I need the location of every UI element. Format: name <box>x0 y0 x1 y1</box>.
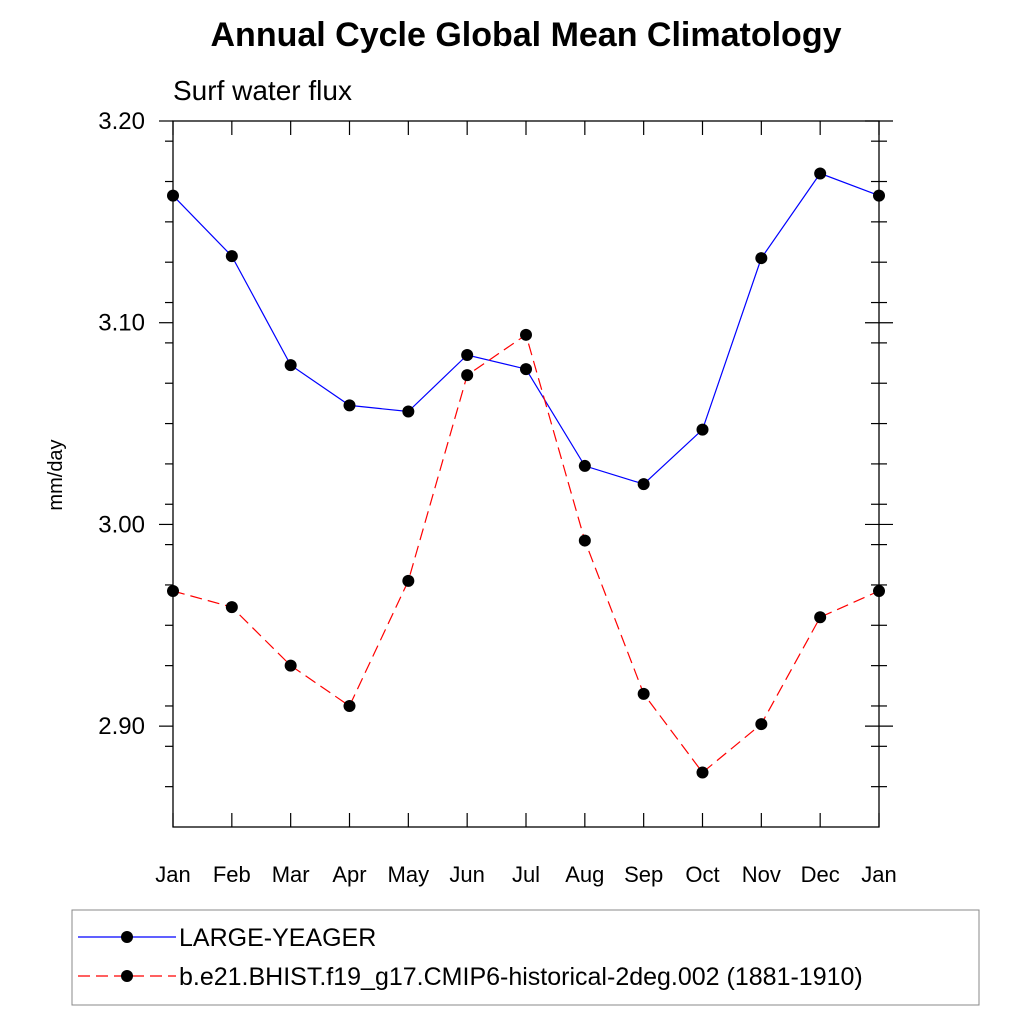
data-point <box>578 459 591 472</box>
x-tick-label: Jun <box>449 862 484 887</box>
data-point <box>225 250 238 263</box>
data-point <box>225 601 238 614</box>
data-point <box>402 574 415 587</box>
data-point <box>755 718 768 731</box>
x-tick-label: May <box>388 862 430 887</box>
y-tick-label: 3.00 <box>98 511 145 538</box>
x-tick-label: Apr <box>332 862 366 887</box>
data-point <box>814 167 827 180</box>
y-tick-label: 2.90 <box>98 713 145 740</box>
series-line-0 <box>172 172 880 485</box>
data-point <box>637 687 650 700</box>
axis-ticks <box>159 120 893 827</box>
legend-box <box>71 909 980 1006</box>
data-point <box>167 189 179 202</box>
chart-title: Annual Cycle Global Mean Climatology <box>211 16 842 54</box>
data-point <box>284 359 297 372</box>
series-line-1 <box>172 333 880 774</box>
x-tick-label: Jul <box>512 862 540 887</box>
legend-label: LARGE-YEAGER <box>179 924 376 952</box>
data-point <box>873 584 885 597</box>
data-point <box>343 399 356 412</box>
data-point <box>637 478 650 491</box>
x-tick-label: Oct <box>685 862 719 887</box>
data-point <box>814 611 827 624</box>
y-axis-label: mm/day <box>45 439 67 510</box>
data-point <box>461 369 474 382</box>
x-tick-label: Feb <box>213 862 251 887</box>
legend-marker <box>121 931 133 943</box>
legend-marker <box>121 970 133 982</box>
data-point <box>167 584 179 597</box>
data-point <box>578 534 591 547</box>
data-point <box>696 766 709 779</box>
data-point <box>284 659 297 672</box>
x-tick-label: Mar <box>272 862 310 887</box>
data-point <box>520 328 532 341</box>
data-point <box>402 405 415 418</box>
data-point <box>873 189 885 202</box>
chart-subtitle: Surf water flux <box>173 75 352 106</box>
tick-labels: Jan Feb Mar Apr May Jun Jul Aug Sep Oct Nov Dec Jan 2… <box>98 108 896 887</box>
x-tick-label: Nov <box>742 862 781 887</box>
legend-label: b.e21.BHIST.f19_g17.CMIP6-historical-2de… <box>179 963 863 991</box>
x-tick-label: Aug <box>565 862 604 887</box>
x-tick-label: Jan <box>861 862 896 887</box>
y-tick-label: 3.10 <box>98 310 145 337</box>
data-point <box>520 363 532 376</box>
data-point <box>461 348 474 361</box>
series-lines <box>172 172 880 774</box>
plot-frame <box>172 120 880 828</box>
x-tick-label: Dec <box>801 862 840 887</box>
data-point <box>343 699 356 712</box>
x-tick-label: Sep <box>624 862 663 887</box>
x-tick-label: Jan <box>155 862 190 887</box>
data-point <box>696 423 709 436</box>
y-tick-label: 3.20 <box>98 108 145 135</box>
data-point <box>755 252 768 265</box>
legend: LARGE-YEAGER b.e21.BHIST.f19_g17.CMIP6-hi… <box>78 924 863 991</box>
series-points <box>167 167 885 779</box>
